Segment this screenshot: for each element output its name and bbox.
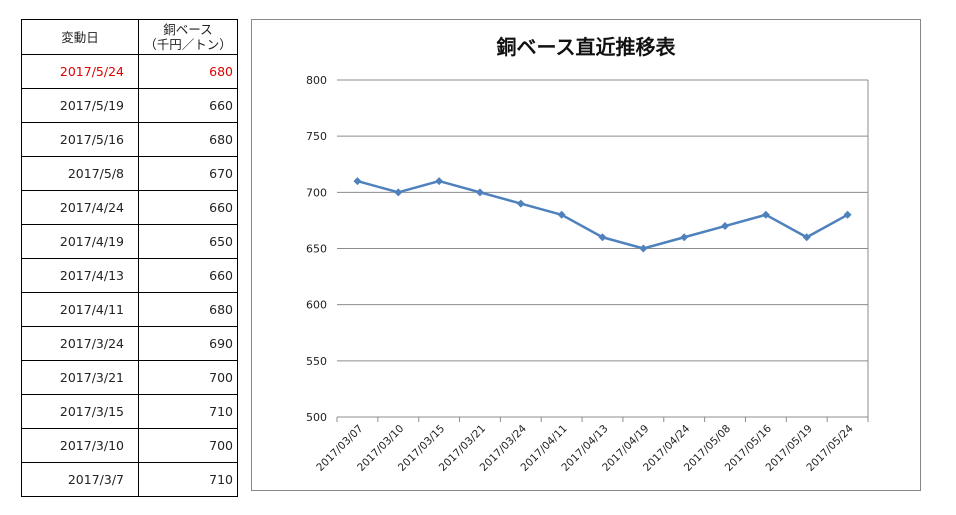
table-row: 2017/5/19 660 bbox=[21, 88, 238, 123]
data-point bbox=[802, 233, 811, 242]
table-row: 2017/4/19 650 bbox=[21, 224, 238, 259]
row-date: 2017/3/24 bbox=[21, 326, 139, 361]
row-price: 700 bbox=[138, 360, 238, 395]
data-point bbox=[353, 177, 362, 186]
table-header-row: 変動日 銅ベース （千円／トン） bbox=[21, 19, 238, 55]
row-price: 680 bbox=[138, 292, 238, 327]
y-tick-label: 750 bbox=[306, 130, 327, 143]
row-price: 660 bbox=[138, 88, 238, 123]
row-date: 2017/5/19 bbox=[21, 88, 139, 123]
row-price: 680 bbox=[138, 122, 238, 157]
table-row: 2017/3/7 710 bbox=[21, 462, 238, 497]
header-price: 銅ベース （千円／トン） bbox=[138, 19, 238, 55]
table-row: 2017/5/16 680 bbox=[21, 122, 238, 157]
header-price-line1: 銅ベース bbox=[163, 22, 213, 37]
row-date: 2017/3/7 bbox=[21, 462, 139, 497]
data-point bbox=[721, 222, 730, 231]
row-price: 670 bbox=[138, 156, 238, 191]
chart-title: 銅ベース直近推移表 bbox=[497, 35, 677, 59]
table-row: 2017/3/10 700 bbox=[21, 428, 238, 463]
row-date: 2017/3/10 bbox=[21, 428, 139, 463]
y-tick-label: 550 bbox=[306, 355, 327, 368]
table-row: 2017/3/21 700 bbox=[21, 360, 238, 395]
row-date: 2017/5/24 bbox=[21, 54, 139, 89]
row-price: 710 bbox=[138, 394, 238, 429]
row-date: 2017/5/8 bbox=[21, 156, 139, 191]
line-chart: 5005506006507007508002017/03/072017/03/1… bbox=[306, 35, 869, 474]
data-point bbox=[639, 244, 648, 253]
y-tick-label: 600 bbox=[306, 299, 327, 312]
y-tick-label: 650 bbox=[306, 243, 327, 256]
data-point bbox=[598, 233, 607, 242]
row-date: 2017/4/13 bbox=[21, 258, 139, 293]
row-date: 2017/4/11 bbox=[21, 292, 139, 327]
table-row: 2017/3/15 710 bbox=[21, 394, 238, 429]
row-date: 2017/4/24 bbox=[21, 190, 139, 225]
table-row: 2017/4/13 660 bbox=[21, 258, 238, 293]
table-row: 2017/3/24 690 bbox=[21, 326, 238, 361]
data-point bbox=[394, 188, 403, 197]
row-price: 700 bbox=[138, 428, 238, 463]
data-point bbox=[761, 210, 770, 219]
row-date: 2017/5/16 bbox=[21, 122, 139, 157]
row-price: 660 bbox=[138, 190, 238, 225]
data-point bbox=[680, 233, 689, 242]
row-price: 690 bbox=[138, 326, 238, 361]
row-price: 710 bbox=[138, 462, 238, 497]
y-tick-label: 500 bbox=[306, 411, 327, 424]
price-table: 変動日 銅ベース （千円／トン） 2017/5/24 680 2017/5/19 66… bbox=[21, 19, 238, 497]
row-price: 660 bbox=[138, 258, 238, 293]
data-point bbox=[557, 210, 566, 219]
data-point bbox=[435, 177, 444, 186]
table-row: 2017/4/24 660 bbox=[21, 190, 238, 225]
table-row: 2017/4/11 680 bbox=[21, 292, 238, 327]
table-row: 2017/5/24 680 bbox=[21, 54, 238, 89]
chart-frame: 500 550 600 650 700 750 800 2017/03/07 2017/03/1… bbox=[251, 19, 921, 491]
data-point bbox=[843, 210, 852, 219]
y-tick-label: 700 bbox=[306, 186, 327, 199]
row-price: 650 bbox=[138, 224, 238, 259]
row-date: 2017/3/21 bbox=[21, 360, 139, 395]
header-date: 変動日 bbox=[21, 19, 139, 55]
table-row: 2017/5/8 670 bbox=[21, 156, 238, 191]
data-point bbox=[475, 188, 484, 197]
row-price: 680 bbox=[138, 54, 238, 89]
data-point bbox=[516, 199, 525, 208]
header-price-line2: （千円／トン） bbox=[144, 37, 232, 52]
row-date: 2017/4/19 bbox=[21, 224, 139, 259]
y-tick-label: 800 bbox=[306, 74, 327, 87]
row-date: 2017/3/15 bbox=[21, 394, 139, 429]
